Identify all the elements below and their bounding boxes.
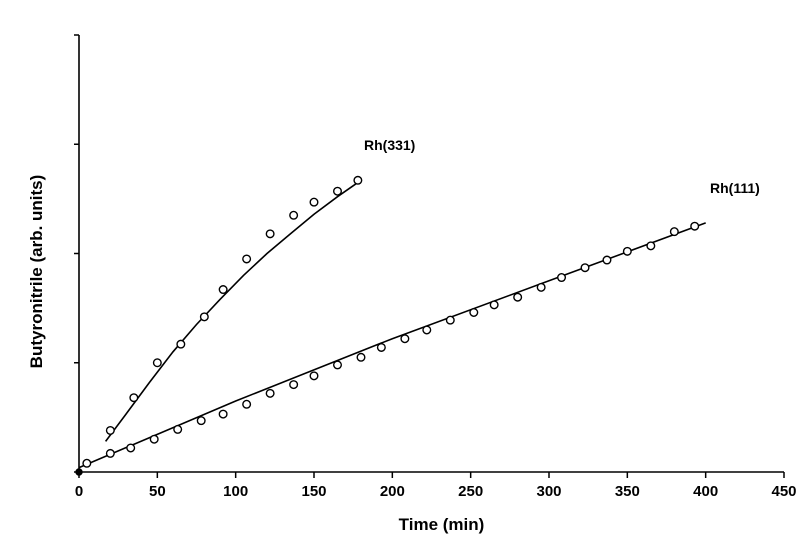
x-tick-label: 0: [75, 483, 83, 500]
series-label-rh111: Rh(111): [710, 180, 760, 196]
data-point-series-1: [646, 241, 656, 251]
fit-line-series-0: [104, 179, 362, 442]
data-point-series-1: [309, 371, 319, 381]
data-point-series-0: [242, 254, 252, 264]
x-tick-label: 100: [223, 483, 248, 500]
data-point-series-1: [445, 315, 455, 325]
data-point-series-0: [289, 210, 299, 220]
data-point-series-1: [289, 380, 299, 390]
x-tick-label: 150: [301, 483, 326, 500]
data-point-series-1: [622, 246, 632, 256]
data-point-series-1: [400, 334, 410, 344]
data-point-series-1: [690, 221, 700, 231]
data-point-series-1: [422, 325, 432, 335]
x-tick-label: 50: [149, 483, 166, 500]
data-point-series-0: [129, 393, 139, 403]
fit-line-series-1: [78, 222, 706, 469]
x-axis-title: Time (min): [399, 515, 485, 534]
data-point-series-1: [469, 307, 479, 317]
data-point-series-1: [265, 388, 275, 398]
data-point-series-1: [126, 443, 136, 453]
data-point-series-1: [580, 263, 590, 273]
data-point-series-1: [242, 399, 252, 409]
data-point-series-1: [105, 448, 115, 458]
data-point-series-0: [199, 312, 209, 322]
data-point-series-1: [196, 416, 206, 426]
x-tick-label: 400: [693, 483, 718, 500]
origin-point: [75, 468, 83, 476]
data-point-series-1: [149, 434, 159, 444]
data-point-series-1: [218, 409, 228, 419]
data-point-series-1: [376, 342, 386, 352]
data-point-series-1: [489, 300, 499, 310]
data-point-series-0: [218, 285, 228, 295]
x-axis-ticks: 0 50 100 150 200 250 300 350 400 450: [75, 472, 797, 500]
y-axis-title: Butyronitrile (arb. units): [27, 175, 46, 369]
data-point-series-0: [265, 229, 275, 239]
data-point-series-0: [333, 186, 343, 196]
data-point-series-1: [557, 273, 567, 283]
data-point-series-1: [669, 227, 679, 237]
axes: [78, 35, 784, 473]
data-point-series-0: [353, 175, 363, 185]
data-point-series-0: [105, 425, 115, 435]
data-point-series-1: [333, 360, 343, 370]
x-tick-label: 300: [536, 483, 561, 500]
data-point-series-1: [173, 424, 183, 434]
x-tick-label: 200: [380, 483, 405, 500]
data-point-series-0: [309, 197, 319, 207]
data-point-series-1: [356, 352, 366, 362]
x-tick-label: 350: [615, 483, 640, 500]
data-point-series-0: [152, 358, 162, 368]
data-point-series-0: [176, 339, 186, 349]
data-point-series-1: [513, 292, 523, 302]
fit-lines: [78, 179, 706, 469]
data-point-series-1: [82, 458, 92, 468]
x-tick-label: 450: [771, 483, 796, 500]
data-points: [75, 175, 700, 476]
data-point-series-1: [536, 282, 546, 292]
x-tick-label: 250: [458, 483, 483, 500]
series-label-rh331: Rh(331): [364, 137, 415, 153]
data-point-series-1: [602, 255, 612, 265]
